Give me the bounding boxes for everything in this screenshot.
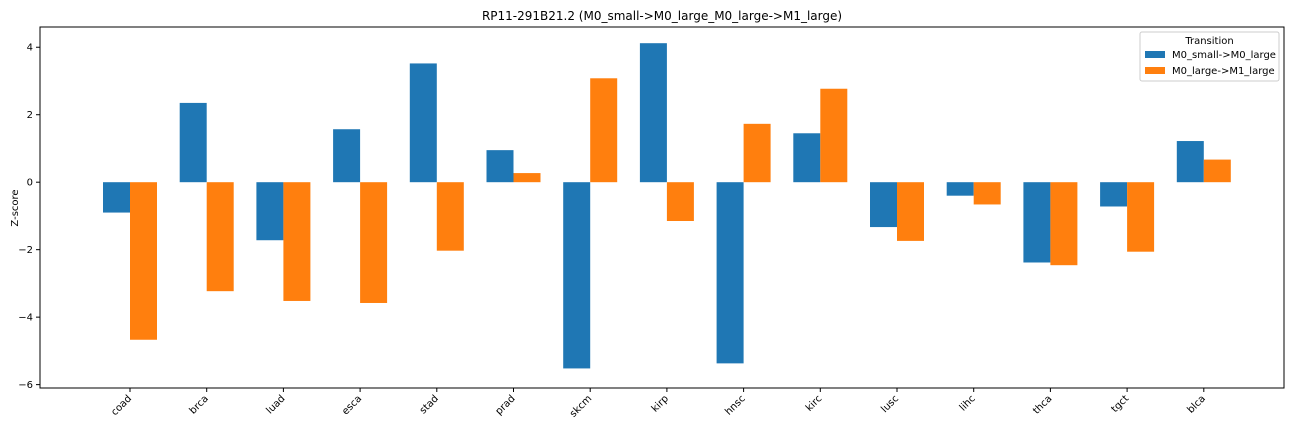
x-tick-label-brca: brca — [188, 393, 211, 416]
bar-kirp-series-2 — [666, 182, 694, 221]
bar-brca-series-1 — [179, 102, 207, 183]
x-tick-label-coad: coad — [109, 393, 134, 418]
y-tick-label: −2 — [18, 245, 33, 256]
bar-stad-series-1 — [409, 63, 437, 183]
x-tick-label-stad: stad — [418, 393, 441, 416]
legend-box — [1139, 31, 1280, 82]
x-tick-label-lusc: lusc — [879, 393, 901, 415]
x-tick-label-luad: luad — [264, 393, 287, 416]
bar-stad-series-2 — [436, 182, 464, 251]
legend: Transition M0_small->M0_large M0_large->M1… — [1139, 31, 1280, 82]
bar-lusc-series-2 — [897, 182, 924, 241]
legend-swatch-1 — [1145, 51, 1165, 58]
chart-title: RP11-291B21.2 (M0_small->M0_large_M0_lar… — [482, 9, 842, 23]
bar-luad-series-2 — [283, 182, 311, 301]
x-tick-label-tgct: tgct — [1110, 393, 1132, 415]
x-tick-label-lihc: lihc — [958, 393, 978, 413]
bar-coad-series-1 — [103, 182, 130, 213]
x-tick-label-kirp: kirp — [650, 393, 671, 414]
bar-skcm-series-2 — [590, 78, 618, 183]
bar-luad-series-1 — [256, 182, 284, 241]
bar-lusc-series-1 — [870, 182, 897, 228]
bar-prad-series-2 — [513, 173, 541, 183]
x-tick-label-skcm: skcm — [568, 393, 594, 419]
x-tick-label-esca: esca — [340, 393, 364, 417]
legend-label-1: M0_small->M0_large — [1172, 50, 1276, 61]
legend-title: Transition — [1184, 36, 1233, 47]
legend-label-2: M0_large->M1_large — [1172, 66, 1275, 77]
x-tick-label-kirc: kirc — [804, 393, 824, 413]
bar-coad-series-2 — [130, 182, 157, 340]
bar-hnsc-series-2 — [743, 123, 771, 183]
bar-kirp-series-1 — [639, 43, 667, 183]
bar-thca-series-1 — [1023, 182, 1051, 263]
bar-prad-series-1 — [486, 150, 514, 183]
x-tick-label-prad: prad — [494, 393, 518, 417]
bar-blca-series-1 — [1176, 141, 1204, 183]
bar-kirc-series-2 — [820, 88, 848, 183]
y-tick-label: 4 — [27, 43, 33, 54]
bar-lihc-series-2 — [973, 182, 1001, 205]
y-axis-label: Z-score — [10, 189, 21, 226]
bar-tgct-series-2 — [1127, 182, 1155, 252]
bar-skcm-series-1 — [563, 182, 591, 369]
y-tick-label: −6 — [18, 380, 33, 391]
x-tick-label-blca: blca — [1185, 393, 1207, 415]
legend-swatch-2 — [1145, 67, 1165, 74]
bar-blca-series-2 — [1203, 159, 1231, 183]
bar-esca-series-1 — [333, 129, 361, 183]
bar-brca-series-2 — [206, 182, 234, 292]
y-tick-label: 0 — [27, 178, 33, 189]
bar-hnsc-series-1 — [716, 182, 744, 364]
x-tick-label-thca: thca — [1031, 393, 1054, 416]
y-tick-label: −4 — [18, 313, 33, 324]
x-tick-label-hnsc: hnsc — [723, 393, 747, 417]
bar-tgct-series-1 — [1100, 182, 1128, 207]
bars-layer — [103, 43, 1231, 369]
plot-frame — [39, 26, 1285, 389]
y-tick-label: 2 — [27, 110, 33, 121]
bar-thca-series-2 — [1050, 182, 1078, 266]
bar-lihc-series-1 — [946, 182, 974, 196]
bar-esca-series-2 — [360, 182, 388, 303]
bar-kirc-series-1 — [793, 133, 821, 183]
